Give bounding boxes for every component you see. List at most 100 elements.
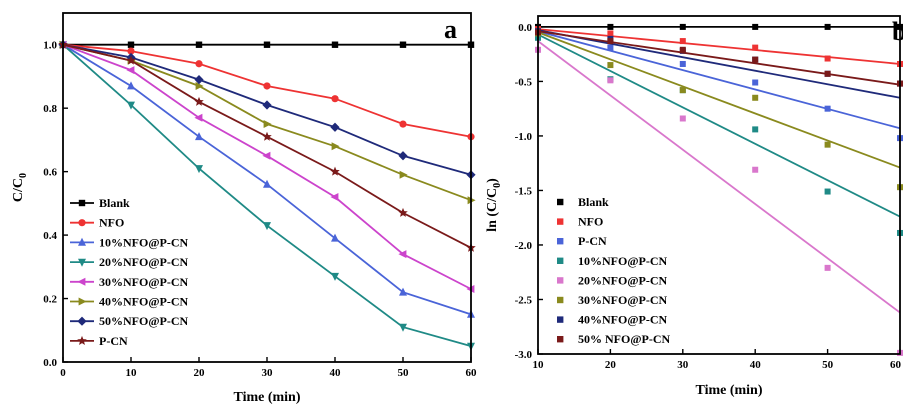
legend-item: P-CN xyxy=(557,234,607,248)
legend-label: P-CN xyxy=(578,234,607,248)
data-point xyxy=(398,207,408,217)
data-point xyxy=(194,113,203,122)
series-50-nfo-p-cn xyxy=(535,29,903,87)
y-axis-label-tail: ) xyxy=(485,178,500,183)
legend-marker xyxy=(557,296,564,304)
data-point xyxy=(607,38,614,45)
y-axis-label: ln (C/C0) xyxy=(485,178,503,232)
y-tick-label: 0.4 xyxy=(43,230,57,242)
data-point xyxy=(127,81,135,90)
fit-line xyxy=(538,33,900,218)
data-point xyxy=(263,179,271,188)
legend-item: Blank xyxy=(70,196,130,210)
data-point xyxy=(679,23,686,30)
legend-label: 40%NFO@P-CN xyxy=(99,295,188,309)
legend-marker xyxy=(557,336,564,343)
data-point xyxy=(824,55,831,62)
x-tick-label: 50 xyxy=(398,367,410,379)
legend-label: NFO xyxy=(99,216,124,230)
series-p-cn xyxy=(535,28,903,142)
y-axis-label: C/C0 xyxy=(11,173,29,202)
data-point xyxy=(331,233,339,242)
legend-marker xyxy=(78,219,86,227)
series-30-nfo-p-cn xyxy=(535,30,903,191)
legend: Blank NFO 10%NFO@P-CN 20%NFO@P-CN 30%NFO@P-C… xyxy=(70,196,188,348)
legend: Blank NFO P-CN 10%NFO@P-CN 20%NFO@P-CN 30%NFO… xyxy=(557,195,670,346)
legend-marker xyxy=(78,237,86,246)
data-point xyxy=(752,166,759,173)
data-point xyxy=(331,95,339,103)
x-tick-label: 30 xyxy=(677,359,689,371)
data-point xyxy=(399,170,408,179)
data-point xyxy=(262,131,272,141)
legend-marker xyxy=(77,277,86,286)
y-tick-label: -0.5 xyxy=(515,76,533,88)
data-point xyxy=(331,142,340,151)
x-tick-label: 40 xyxy=(330,367,342,379)
legend-label: Blank xyxy=(99,196,130,210)
y-tick-label: 0.8 xyxy=(43,103,57,115)
data-point xyxy=(824,105,831,112)
x-tick-label: 10 xyxy=(126,367,138,379)
data-point xyxy=(607,23,614,30)
data-point xyxy=(195,165,203,174)
legend-label: NFO xyxy=(578,215,603,229)
legend-item: 10%NFO@P-CN xyxy=(557,254,667,268)
legend-marker xyxy=(557,277,564,284)
y-axis-label-sub: 0 xyxy=(492,183,503,188)
y-tick-label: 0.2 xyxy=(43,294,57,306)
plot-frame xyxy=(62,12,472,363)
y-tick-label: -2.0 xyxy=(515,240,533,252)
legend-marker xyxy=(557,218,564,225)
fit-line xyxy=(538,40,900,314)
data-point xyxy=(194,96,204,106)
panel-a-chart: 0 10 20 30 40 50 60 0.0 0.2 0.4 0.6 0.8 1.0 Blank NFO 1… xyxy=(11,12,478,405)
data-point xyxy=(399,120,407,128)
data-point xyxy=(195,60,203,68)
y-tick-label: 1.0 xyxy=(43,40,57,52)
data-point xyxy=(331,272,339,281)
y-tick-label: 0.6 xyxy=(43,167,57,179)
legend-item: 10%NFO@P-CN xyxy=(70,235,188,249)
legend-item: 20%NFO@P-CN xyxy=(70,255,188,269)
x-tick-label: 60 xyxy=(466,367,478,379)
data-point xyxy=(330,193,339,202)
data-point xyxy=(752,23,759,30)
y-tick-label: -1.0 xyxy=(515,131,533,143)
x-tick-label: 40 xyxy=(750,359,762,371)
x-axis-label: Time (min) xyxy=(233,390,300,405)
data-point xyxy=(607,30,614,37)
legend-label: 20%NFO@P-CN xyxy=(99,255,188,269)
legend-marker xyxy=(557,198,564,206)
data-point xyxy=(127,47,135,55)
data-point xyxy=(399,41,407,48)
data-point xyxy=(126,55,136,65)
data-point xyxy=(679,60,686,67)
x-tick-label: 10 xyxy=(533,359,545,371)
legend-marker xyxy=(78,297,87,306)
data-point xyxy=(824,141,831,148)
legend-label: 40%NFO@P-CN xyxy=(578,313,667,327)
data-point xyxy=(331,41,339,48)
data-point xyxy=(752,56,759,63)
y-tick-label: -3.0 xyxy=(515,349,533,361)
x-axis-label: Time (min) xyxy=(695,383,762,398)
plot-frame xyxy=(537,15,901,355)
data-point xyxy=(262,100,272,110)
legend-marker xyxy=(78,199,86,207)
x-tick-label: 20 xyxy=(194,367,206,379)
x-tick-label: 20 xyxy=(605,359,617,371)
y-axis-label-main: C/C xyxy=(11,178,26,202)
data-point xyxy=(752,79,759,86)
data-point xyxy=(824,23,831,30)
legend-marker xyxy=(557,257,564,264)
data-point xyxy=(195,41,203,48)
data-point xyxy=(330,166,340,176)
legend-marker xyxy=(557,238,564,245)
legend-item: 40%NFO@P-CN xyxy=(557,313,667,327)
legend-marker xyxy=(557,316,564,323)
data-point xyxy=(824,264,831,271)
series-50-nfo-p-cn xyxy=(58,40,476,180)
legend-item: 20%NFO@P-CN xyxy=(557,273,667,287)
data-point xyxy=(399,287,407,296)
